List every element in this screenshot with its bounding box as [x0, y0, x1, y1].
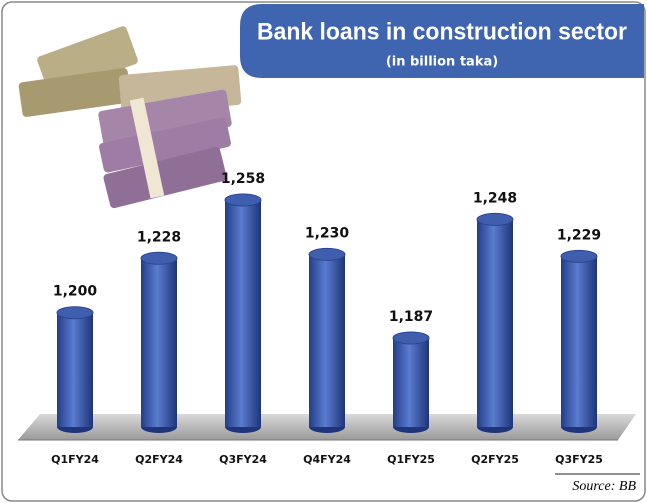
chart-title: Bank loans in construction sector	[257, 18, 627, 45]
bar	[224, 193, 262, 433]
bar-top	[476, 212, 514, 226]
bar	[308, 247, 346, 433]
value-label: 1,228	[137, 229, 181, 245]
bar-top	[140, 251, 178, 265]
title-banner	[240, 4, 644, 78]
value-label: 1,248	[473, 190, 517, 206]
value-label: 1,258	[221, 171, 265, 187]
money-illustration	[18, 26, 242, 209]
bar-top	[308, 247, 346, 261]
value-label: 1,230	[305, 225, 350, 241]
x-tick-label: Q2FY24	[135, 453, 183, 466]
x-tick-label: Q1FY24	[51, 453, 99, 466]
bar-body	[393, 338, 429, 427]
x-tick-label: Q1FY25	[387, 453, 435, 466]
bar-body	[141, 258, 177, 427]
bar-top	[224, 193, 262, 207]
bar-body	[225, 200, 261, 427]
bar-body	[57, 312, 93, 427]
value-label: 1,187	[389, 309, 433, 325]
bar-top	[392, 331, 430, 345]
bar	[140, 251, 178, 433]
value-label: 1,229	[557, 227, 601, 243]
value-label: 1,200	[53, 284, 98, 300]
bar	[476, 212, 514, 433]
bar-body	[561, 256, 597, 427]
bar-body	[477, 219, 513, 427]
bar	[56, 306, 94, 433]
bar-top	[560, 249, 598, 263]
x-tick-label: Q4FY24	[303, 453, 351, 466]
chart-subtitle: (in billion taka)	[386, 55, 498, 70]
x-tick-label: Q3FY24	[219, 453, 267, 466]
x-tick-label: Q2FY25	[471, 453, 519, 466]
bar-body	[309, 254, 345, 427]
x-tick-label: Q3FY25	[555, 453, 603, 466]
bar	[560, 249, 598, 433]
source: Source: BB	[572, 479, 636, 494]
bar	[392, 331, 430, 433]
bar-top	[56, 306, 94, 320]
